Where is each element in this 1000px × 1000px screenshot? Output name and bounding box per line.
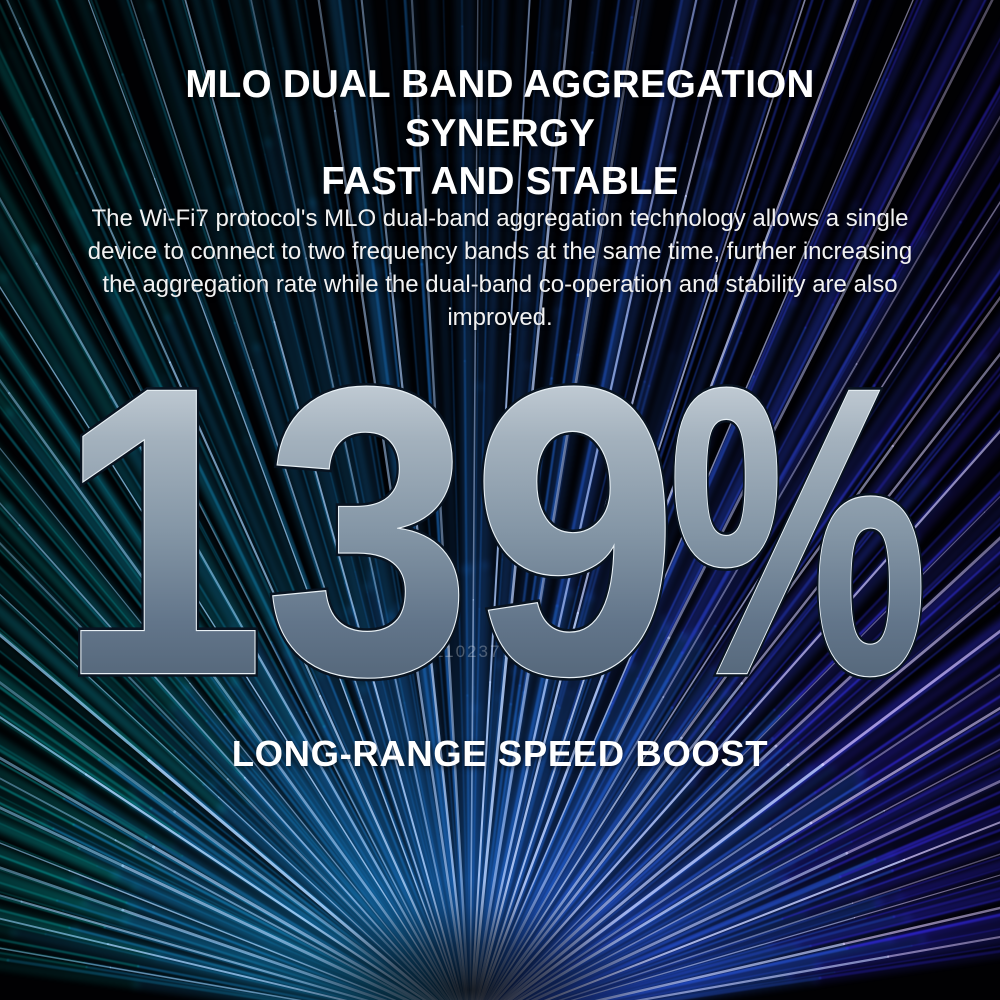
- svg-text:%: %: [668, 304, 928, 761]
- svg-text:139: 139: [58, 302, 678, 760]
